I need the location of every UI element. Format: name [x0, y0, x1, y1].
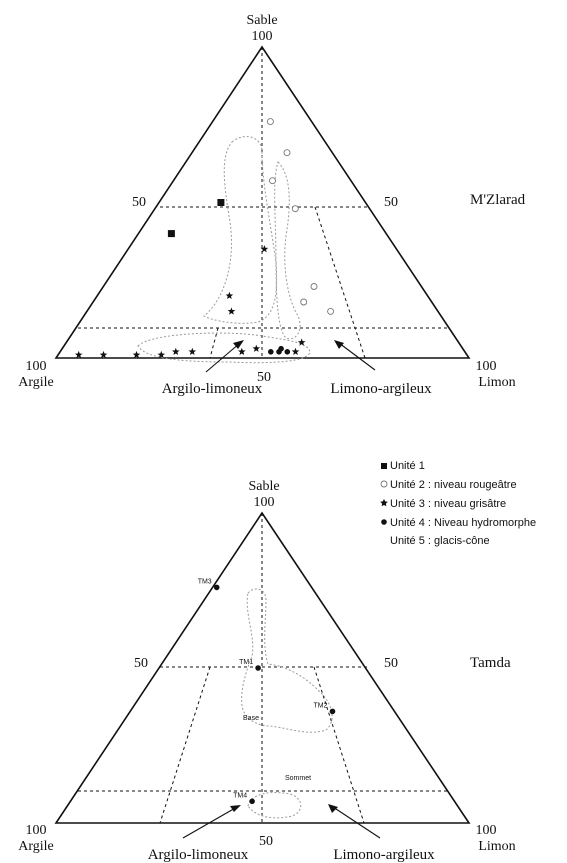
data-point-unit2 [266, 118, 274, 126]
data-point-unit3 [99, 350, 108, 359]
base-mid-label: 50 [257, 370, 271, 385]
tamda-points: TM3 TM1 TM2 TM4 [198, 578, 336, 805]
legend-item-1: Unité 1 [390, 460, 425, 472]
site-label-tamda: Tamda [470, 655, 511, 671]
point-label: TM1 [239, 659, 253, 666]
data-point-unit3 [238, 347, 246, 355]
data-point-unit3 [157, 350, 166, 359]
legend-marker-star [380, 499, 388, 507]
right-mid-label: 50 [384, 656, 398, 671]
data-point-unit4 [249, 798, 255, 805]
data-point-unit3 [297, 338, 306, 346]
limono-argileux-arrowhead [328, 804, 338, 813]
data-point-unit3 [74, 350, 83, 359]
legend-item-3: Unité 3 : niveau grisâtre [390, 498, 506, 510]
unit5-envelope [274, 161, 301, 340]
argilo-limoneux-arrowhead [233, 340, 244, 349]
legend: Unité 1 Unité 2 : niveau rougeâtre Unité… [380, 460, 536, 547]
data-point-unit4 [268, 349, 274, 355]
mzlarad-points [74, 118, 335, 359]
data-point-unit3 [252, 344, 261, 352]
clay-silt-boundary [313, 666, 365, 824]
zone-label-limono-argileux: Limono-argileux [333, 847, 435, 863]
data-point-unit2 [300, 298, 308, 306]
legend-marker-open-circle [380, 480, 388, 488]
data-point-unit2 [269, 177, 276, 185]
site-label-mzlarad: M'Zlarad [470, 192, 526, 208]
data-point-unit2 [327, 307, 335, 315]
legend-marker-filled-circle [381, 519, 387, 525]
corner-value-limon: 100 [476, 359, 497, 374]
data-point-unit4 [284, 349, 291, 355]
point-label: TM2 [314, 702, 328, 709]
ternary-frame [54, 511, 471, 824]
argilo-limoneux-arrow [205, 342, 241, 373]
data-point-unit3 [172, 347, 180, 355]
data-point-unit2 [310, 283, 318, 290]
limono-argileux-arrowhead [334, 340, 344, 349]
unit5-envelope [241, 588, 333, 733]
left-mid-label: 50 [132, 195, 146, 210]
base-mid-label: 50 [259, 834, 273, 849]
unit5-envelope [203, 136, 278, 324]
corner-value-argile: 100 [26, 359, 47, 374]
data-point-unit3 [291, 347, 300, 355]
zone-label-limono-argileux: Limono-argileux [330, 381, 432, 397]
silty-clay-boundary [209, 327, 219, 359]
data-point-unit3 [227, 307, 236, 315]
data-point-unit2 [291, 205, 299, 213]
argilo-limoneux-arrowhead [230, 805, 241, 812]
ternary-frame [54, 45, 471, 359]
data-point-unit4 [213, 584, 220, 591]
annotation-sommet: Sommet [285, 775, 311, 782]
annotation-base: Base [243, 715, 259, 722]
limono-argileux-arrow [338, 342, 376, 371]
point-label: TM4 [233, 792, 247, 799]
right-mid-label: 50 [384, 195, 398, 210]
apex-label-sable: Sable [248, 479, 279, 494]
corner-label-argile: Argile [18, 839, 54, 854]
data-point-unit1 [217, 199, 225, 206]
ternary-mzlarad: Sable 100 50 50 M'Zlarad 100 Argile 100 … [18, 13, 525, 397]
clay-silt-boundary [314, 206, 366, 359]
data-point-unit3 [132, 350, 141, 359]
point-label: TM3 [198, 578, 212, 585]
zone-label-argilo-limoneux: Argilo-limoneux [162, 381, 263, 397]
apex-value-sable: 100 [252, 29, 273, 44]
data-point-unit3 [225, 291, 234, 299]
corner-label-limon: Limon [478, 839, 515, 854]
corner-value-limon: 100 [476, 823, 497, 838]
corner-value-argile: 100 [26, 823, 47, 838]
argilo-limoneux-arrow [182, 806, 238, 839]
unit5-envelope [137, 332, 311, 364]
ternary-tamda: TM3 TM1 TM2 TM4 Base Sommet Sable 100 50 50… [18, 479, 515, 863]
corner-label-limon: Limon [478, 375, 515, 390]
data-point-unit3 [188, 347, 197, 355]
legend-marker-square [381, 463, 387, 469]
data-point-unit4 [255, 665, 261, 671]
data-point-unit4 [329, 708, 336, 715]
legend-item-2: Unité 2 : niveau rougeâtre [390, 479, 517, 491]
data-point-unit3 [260, 245, 269, 253]
left-mid-label: 50 [134, 656, 148, 671]
data-point-unit2 [283, 149, 291, 157]
limono-argileux-arrow [332, 806, 381, 839]
unit5-envelope [247, 792, 302, 819]
silty-clay-boundary [159, 666, 211, 824]
apex-value-sable: 100 [254, 495, 275, 510]
zone-label-argilo-limoneux: Argilo-limoneux [148, 847, 249, 863]
legend-item-4: Unité 4 : Niveau hydromorphe [390, 517, 536, 529]
legend-item-5: Unité 5 : glacis-cône [390, 535, 490, 547]
corner-label-argile: Argile [18, 375, 54, 390]
apex-label-sable: Sable [246, 13, 277, 28]
data-point-unit4 [278, 345, 284, 352]
data-point-unit1 [167, 230, 175, 238]
